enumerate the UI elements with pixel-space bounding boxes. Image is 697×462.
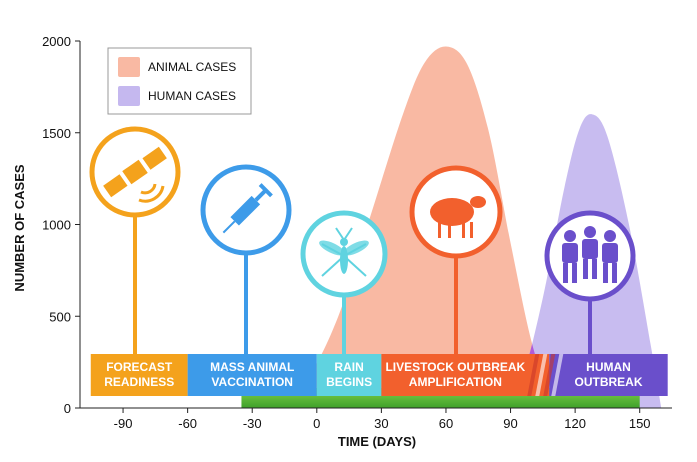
person-head (604, 230, 616, 242)
people-icon (562, 226, 618, 283)
phase-label-rain-begins-line2: BEGINS (326, 375, 372, 389)
person-torso (582, 239, 598, 259)
satellite-body (122, 159, 148, 185)
phase-label-livestock-outbreak-amplification-line1: LIVESTOCK OUTBREAK (385, 360, 525, 374)
mosquito-leg (321, 255, 345, 277)
y-tick-label: 0 (64, 401, 71, 416)
person-head (584, 226, 596, 238)
legend-label-animal: ANIMAL CASES (148, 60, 236, 74)
legend-swatch-animal (118, 57, 140, 77)
phase-bar-rain-begins (316, 354, 382, 396)
phase-label-forecast-readiness-line2: READINESS (104, 375, 174, 389)
x-tick-label: -60 (178, 416, 197, 431)
phase-label-forecast-readiness-line1: FORECAST (106, 360, 173, 374)
sheep-head (470, 196, 486, 208)
phase-bar-livestock-outbreak-amplification (381, 354, 550, 396)
pin-satellite (89, 126, 181, 354)
mosquito-wing (319, 240, 345, 256)
x-tick-label: 60 (439, 416, 453, 431)
x-tick-label: 0 (313, 416, 320, 431)
person-leg (583, 259, 588, 279)
syringe-barrel (230, 195, 261, 226)
phase-divider-stripe (551, 354, 564, 396)
person-leg (572, 263, 577, 283)
phase-label-rain-begins-line1: RAIN (334, 360, 363, 374)
signal-wave (140, 183, 157, 195)
person-leg (603, 263, 608, 283)
sheep-body (430, 198, 474, 226)
signal-wave (138, 185, 165, 203)
mosquito-head (340, 238, 348, 246)
syringe-handle (258, 183, 273, 198)
pin-syringe (200, 164, 292, 354)
person-leg (563, 263, 568, 283)
mosquito-leg (343, 243, 367, 257)
pin-mosquito (300, 210, 388, 354)
x-tick-label: 150 (629, 416, 651, 431)
sheep-leg (462, 222, 465, 238)
mosquito-icon (319, 227, 369, 277)
mosquito-wing (343, 240, 369, 256)
x-tick-label: -30 (243, 416, 262, 431)
phase-divider-stripe (535, 354, 548, 396)
y-tick-label: 1000 (42, 218, 71, 233)
syringe-plunger (254, 188, 268, 202)
legend-label-human: HUMAN CASES (148, 89, 236, 103)
person-torso (602, 243, 618, 263)
sheep-leg (448, 222, 451, 238)
x-tick-label: 90 (503, 416, 517, 431)
x-axis-label: TIME (DAYS) (338, 434, 416, 449)
syringe-needle (222, 220, 236, 234)
satellite-icon (103, 146, 167, 203)
phase-divider-stripe (543, 354, 556, 396)
phase-divider-stripe (527, 354, 540, 396)
y-tick-label: 1500 (42, 126, 71, 141)
person-leg (612, 263, 617, 283)
person-leg (592, 259, 597, 279)
phase-label-human-outbreak-line2: OUTBREAK (574, 375, 642, 389)
legend: ANIMAL CASES HUMAN CASES (107, 47, 252, 115)
area-animal-cases (241, 46, 554, 409)
y-tick-label: 2000 (42, 34, 71, 49)
sheep-icon (430, 196, 486, 238)
phase-label-human-outbreak-line1: HUMAN (586, 360, 631, 374)
syringe-icon (222, 183, 273, 234)
mosquito-antenna (335, 227, 345, 241)
sheep-leg (438, 222, 441, 238)
pin-sheep (409, 165, 503, 354)
legend-swatch-human (118, 86, 140, 106)
y-axis-label: NUMBER OF CASES (12, 164, 27, 291)
x-tick-label: 120 (564, 416, 586, 431)
phase-bar-forecast-readiness (90, 354, 188, 396)
x-tick-label: 30 (374, 416, 388, 431)
phase-bar-human-outbreak (549, 354, 668, 396)
x-tick-label: -90 (114, 416, 133, 431)
mosquito-antenna (343, 227, 353, 241)
phase-label-mass-animal-vaccination-line1: MASS ANIMAL (210, 360, 294, 374)
satellite-panel-left (103, 174, 128, 198)
phase-bar-mass-animal-vaccination (187, 354, 317, 396)
phase-label-mass-animal-vaccination-line2: VACCINATION (211, 375, 293, 389)
mosquito-leg (343, 255, 367, 277)
sheep-leg (470, 222, 473, 238)
phase-icons (89, 126, 636, 354)
satellite-panel-right (142, 146, 167, 170)
pin-people (544, 210, 636, 354)
person-torso (562, 243, 578, 263)
phase-label-livestock-outbreak-amplification-line2: AMPLIFICATION (409, 375, 502, 389)
person-head (564, 230, 576, 242)
mosquito-leg (321, 243, 345, 257)
y-tick-label: 500 (49, 309, 71, 324)
axes: 0 500 1000 1500 2000 -90 -60 -30 0 30 60 90 120 150 (42, 34, 672, 431)
